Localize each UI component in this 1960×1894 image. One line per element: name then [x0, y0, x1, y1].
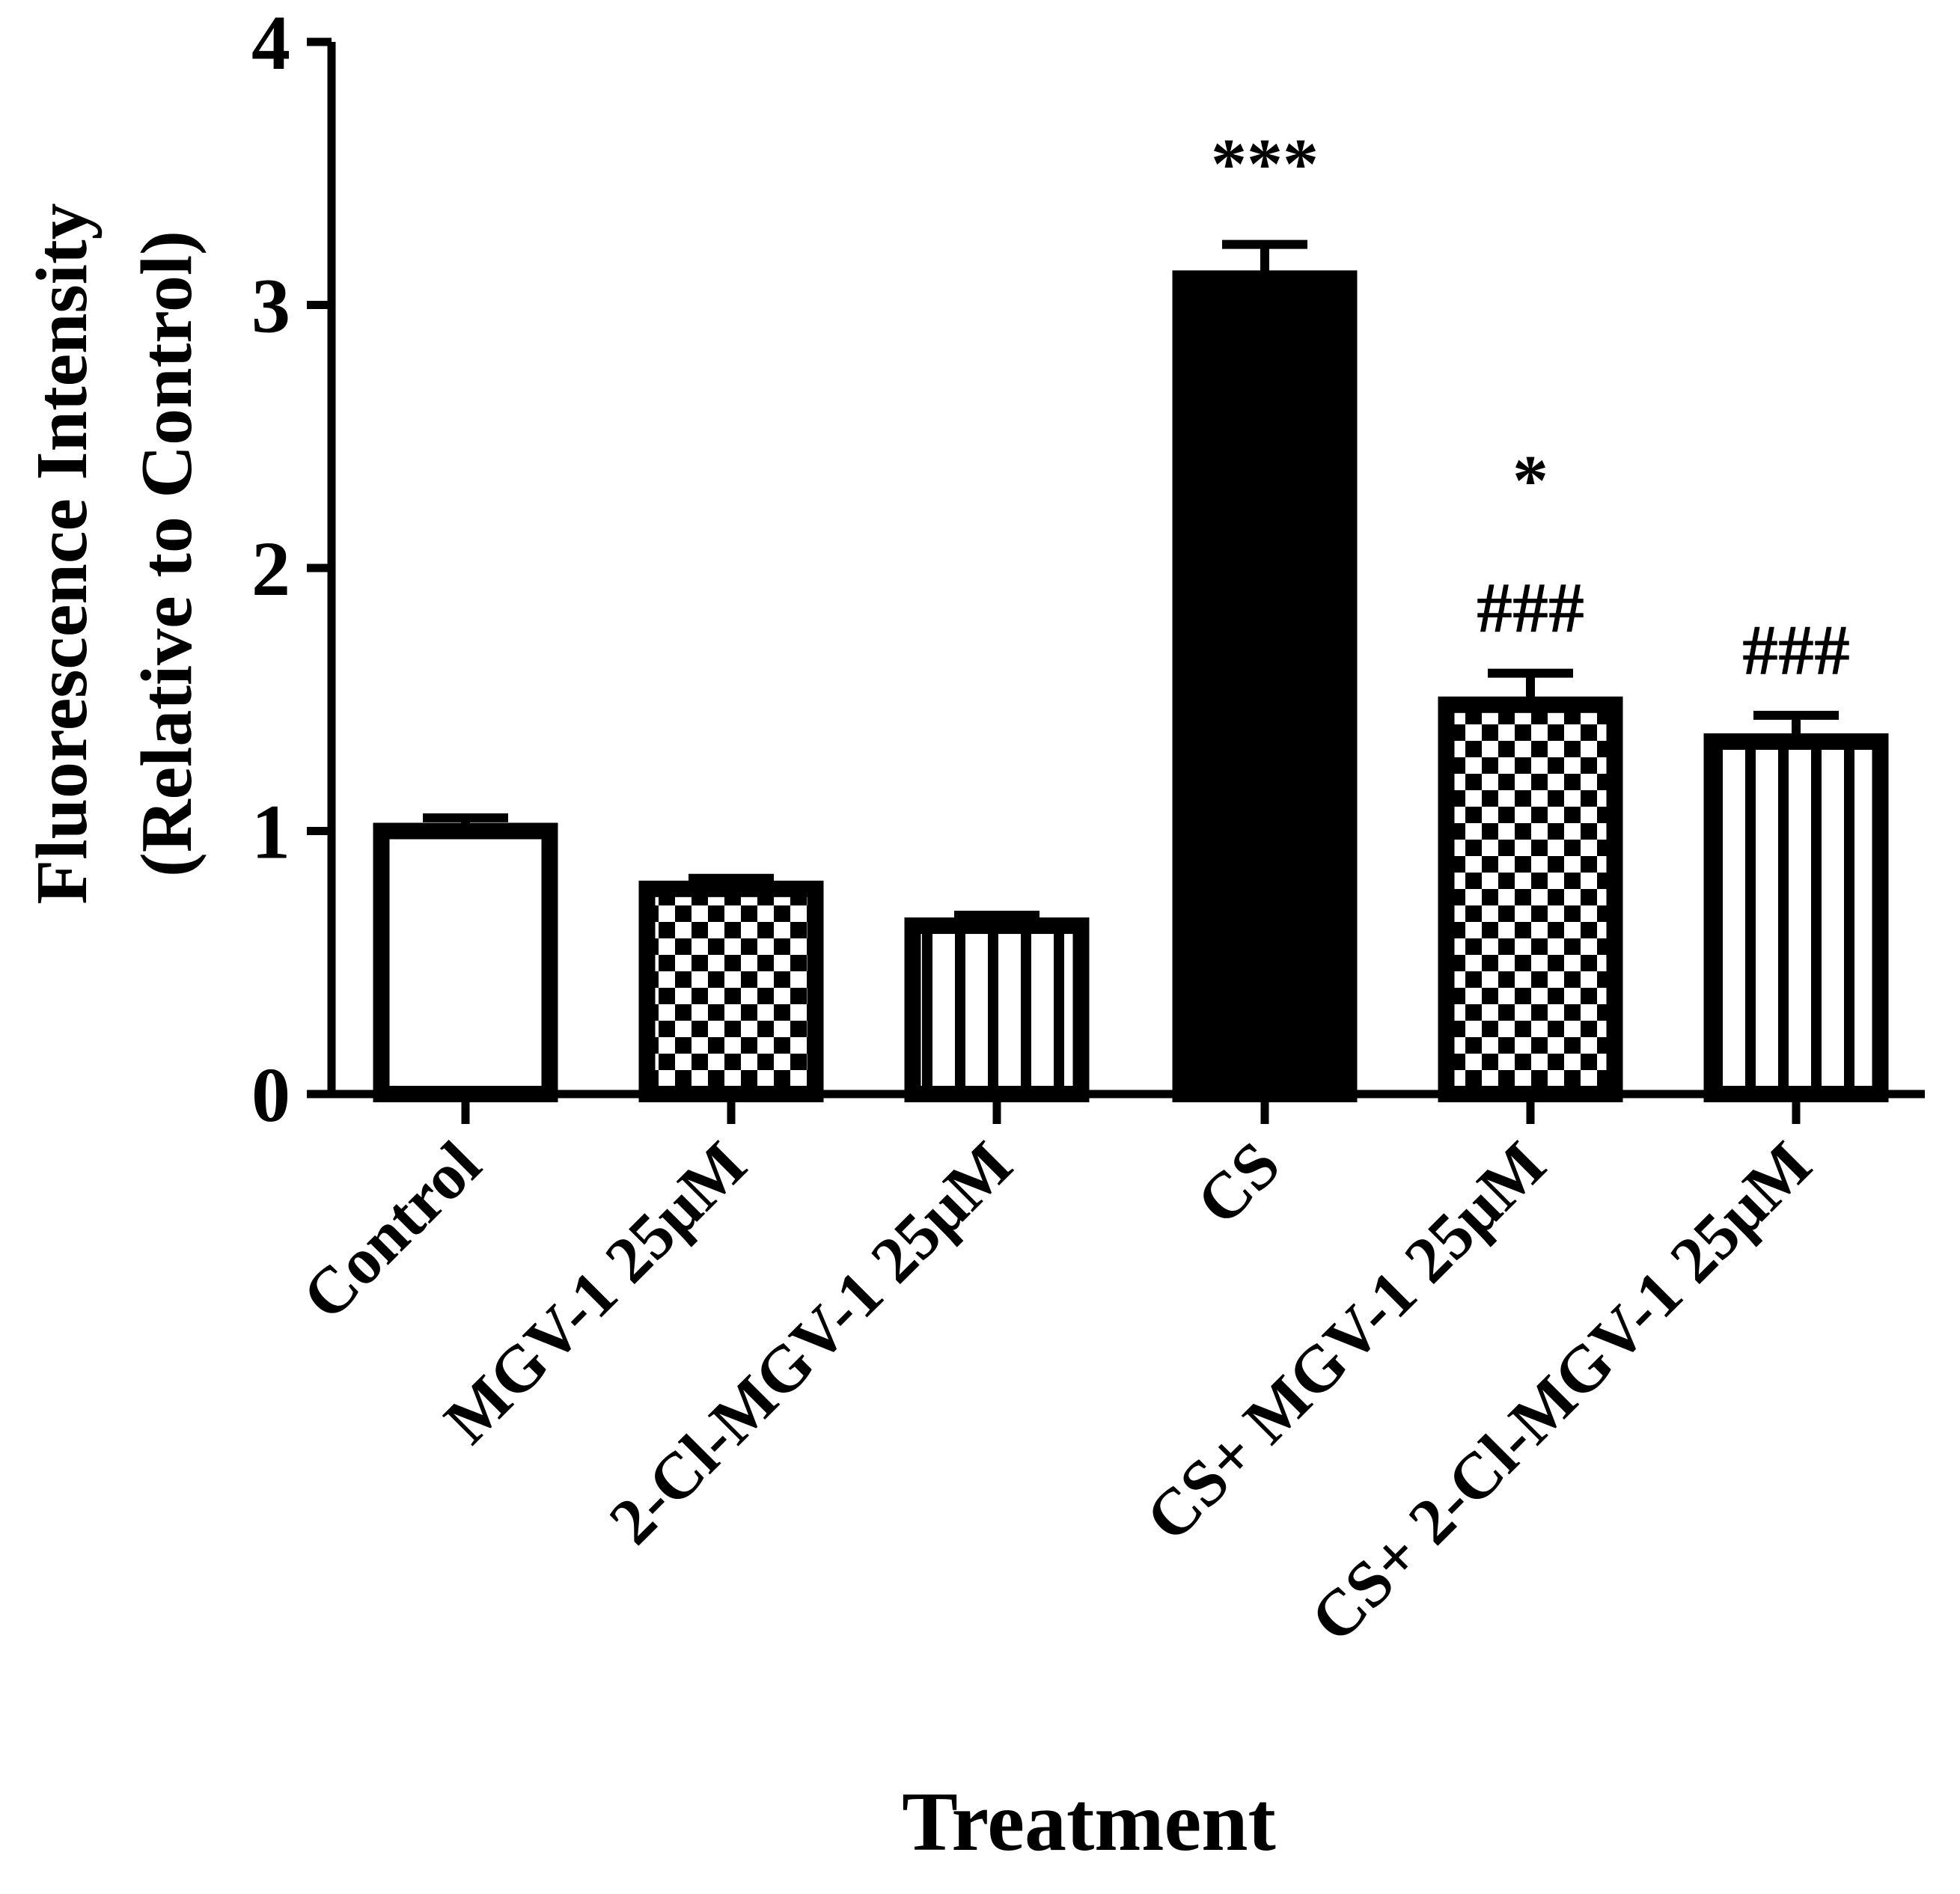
significance-mark: *** [1211, 124, 1319, 204]
bar-0 [373, 822, 558, 1102]
y-tick-label: 3 [251, 263, 290, 349]
bar-3 [1172, 270, 1358, 1103]
significance-mark: * [1512, 441, 1548, 521]
y-tick-label: 4 [251, 0, 290, 86]
category-label: CS [1183, 1128, 1294, 1239]
category-label: Control [289, 1128, 495, 1334]
y-axis-title: Fluorescence Intensity [22, 203, 103, 904]
significance-mark: ### [1742, 610, 1850, 690]
y-axis-subtitle: (Relative to Control) [126, 230, 207, 877]
y-tick-label: 2 [251, 526, 290, 612]
y-tick-label: 1 [251, 789, 290, 876]
significance-mark: ### [1477, 568, 1584, 648]
error-bars [423, 239, 1839, 926]
y-tick-label: 0 [251, 1052, 290, 1138]
category-label: CS+ 2-Cl-MGV-1 25µM [1298, 1128, 1826, 1657]
bar-1 [638, 880, 824, 1102]
bar-5 [1703, 733, 1889, 1102]
significance-annotations: ****###### [1211, 124, 1850, 690]
x-axis-title: Treatment [902, 1776, 1276, 1869]
bar-4 [1438, 696, 1623, 1102]
x-ticks [461, 1094, 1801, 1124]
bars [373, 270, 1889, 1103]
bar-2 [904, 917, 1090, 1103]
y-ticks: 0 1 2 3 4 [251, 0, 332, 1138]
